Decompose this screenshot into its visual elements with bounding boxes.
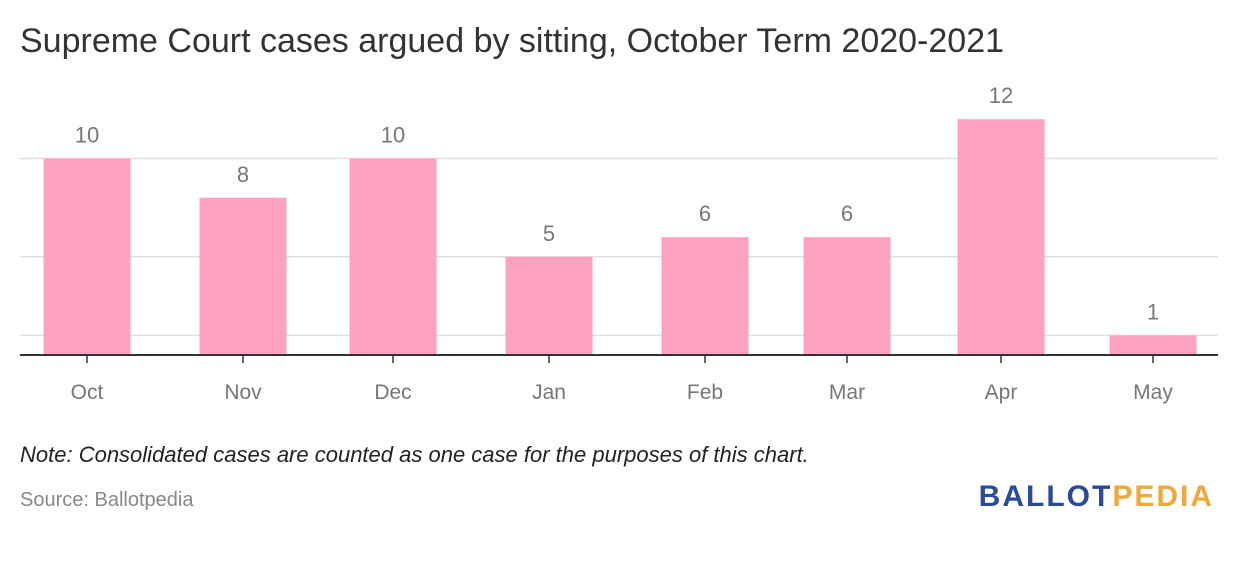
chart-title: Supreme Court cases argued by sitting, O…: [20, 22, 1005, 60]
value-label-jan: 5: [543, 221, 555, 246]
x-tick-label-dec: Dec: [374, 381, 411, 404]
x-tick-label-oct: Oct: [71, 381, 104, 404]
bar-may: [1109, 335, 1197, 355]
value-label-mar: 6: [841, 201, 853, 226]
value-label-feb: 6: [699, 201, 711, 226]
logo-part-ballot: BALLOT: [978, 480, 1113, 513]
bar-chart: Oct Nov Dec Jan Feb Mar Apr May 10 8 10 5 6 6 12 1: [20, 83, 1218, 404]
bar-apr: [957, 119, 1045, 355]
logo-part-pedia: PEDIA: [1112, 480, 1214, 513]
bar-feb: [661, 237, 749, 355]
x-tick-label-may: May: [1133, 381, 1173, 404]
x-tick-label-jan: Jan: [532, 381, 566, 404]
bars: [43, 119, 1197, 355]
value-label-nov: 8: [237, 162, 249, 187]
x-tick-label-nov: Nov: [224, 381, 262, 404]
bar-dec: [349, 158, 437, 355]
x-tick-label-feb: Feb: [687, 381, 723, 404]
bar-mar: [803, 237, 891, 355]
value-label-may: 1: [1147, 299, 1159, 324]
x-axis: Oct Nov Dec Jan Feb Mar Apr May: [20, 354, 1218, 404]
ballotpedia-logo: BALLOTPEDIA: [979, 480, 1214, 514]
x-tick-label-apr: Apr: [985, 381, 1018, 404]
bar-oct: [43, 158, 131, 355]
x-tick-label-mar: Mar: [829, 381, 865, 404]
source-credit: Source: Ballotpedia: [20, 489, 194, 511]
bar-nov: [199, 197, 287, 355]
value-label-apr: 12: [989, 83, 1013, 108]
value-labels: 10 8 10 5 6 6 12 1: [75, 83, 1159, 324]
bar-jan: [505, 256, 593, 355]
value-label-dec: 10: [381, 123, 405, 148]
value-label-oct: 10: [75, 123, 99, 148]
chart-note: Note: Consolidated cases are counted as …: [20, 442, 809, 467]
